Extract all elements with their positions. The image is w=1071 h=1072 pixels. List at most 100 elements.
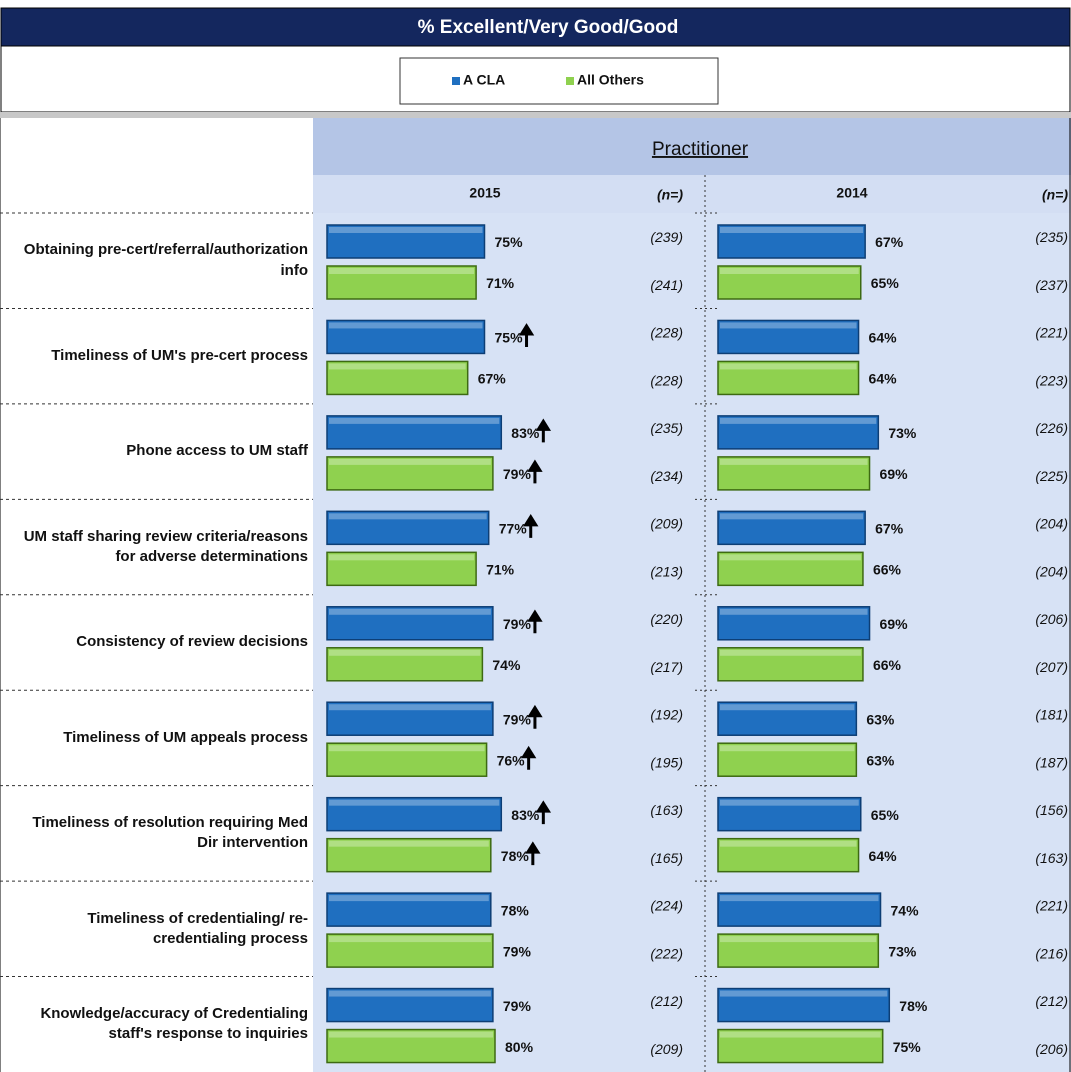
bar-highlight: [720, 268, 859, 274]
n-label: (206): [1035, 1041, 1068, 1057]
bar-highlight: [329, 704, 491, 711]
category-label: Timeliness of resolution requiring Med D…: [32, 814, 308, 852]
bar: [326, 647, 484, 682]
significance-arrow: [523, 514, 539, 538]
bar-highlight: [720, 322, 857, 329]
value-label: 65%: [871, 275, 900, 291]
value-label: 78%: [501, 902, 530, 918]
bar: [717, 415, 880, 450]
n-label: (204): [1035, 564, 1068, 580]
bar-highlight: [329, 745, 485, 752]
n-label: (163): [650, 802, 683, 818]
bar: [717, 224, 866, 259]
n-label: (235): [1035, 229, 1068, 245]
n-label: (234): [650, 468, 683, 484]
n-label: (221): [1035, 325, 1068, 341]
bar-highlight: [720, 895, 879, 902]
bar-highlight: [329, 268, 475, 274]
value-label: 75%: [495, 330, 524, 346]
year-label: 2015: [469, 185, 500, 201]
bar: [326, 796, 503, 832]
n-label: (204): [1035, 516, 1068, 532]
n-label: (192): [650, 706, 683, 722]
value-label: 79%: [503, 711, 532, 727]
category-cell: Timeliness of resolution requiring Med D…: [32, 814, 308, 852]
value-label: 74%: [492, 657, 521, 673]
separator: [0, 112, 1071, 118]
bar-highlight: [329, 322, 483, 329]
significance-arrow: [518, 323, 535, 347]
value-label: 63%: [866, 752, 895, 768]
significance-arrow: [527, 704, 543, 729]
category-label: Timeliness of UM's pre-cert process: [51, 347, 308, 365]
year-header: [313, 175, 1071, 213]
bar-highlight: [720, 990, 888, 997]
bar-highlight: [329, 799, 500, 806]
n-label: (224): [650, 897, 683, 913]
bar-highlight: [720, 417, 877, 424]
bar: [717, 892, 882, 927]
bar: [717, 987, 891, 1023]
category-cell: Knowledge/accuracy of Credentialing staf…: [40, 1005, 308, 1042]
bar: [717, 1028, 884, 1064]
bar: [717, 933, 880, 968]
bar: [326, 360, 469, 396]
significance-arrow: [525, 841, 541, 866]
category-cell: Obtaining pre-cert/referral/authorizatio…: [24, 241, 308, 278]
n-label: (239): [650, 229, 683, 245]
legend-box: [399, 57, 719, 105]
bar: [717, 701, 858, 736]
bar-highlight: [720, 799, 859, 806]
n-label: (163): [1035, 850, 1068, 866]
n-label: (228): [650, 373, 683, 389]
legend-swatch: [452, 77, 460, 85]
bar-highlight: [329, 554, 475, 561]
bar-highlight: [720, 840, 857, 847]
category-cell: Phone access to UM staff: [126, 442, 308, 459]
bar: [326, 742, 488, 777]
bar-highlight: [720, 227, 864, 233]
value-label: 78%: [501, 848, 530, 864]
n-label: (181): [1035, 706, 1068, 722]
bar: [717, 319, 860, 355]
bar: [326, 319, 486, 355]
bar: [717, 265, 862, 300]
value-label: 78%: [899, 998, 928, 1014]
value-label: 71%: [486, 562, 515, 578]
value-label: 75%: [893, 1039, 922, 1055]
n-header: (n=): [1042, 187, 1068, 203]
n-label: (235): [650, 420, 683, 436]
n-label: (195): [650, 754, 683, 770]
category-label: Consistency of review decisions: [76, 633, 308, 651]
significance-arrow: [527, 609, 543, 634]
bar-highlight: [720, 745, 855, 752]
value-label: 77%: [499, 521, 528, 537]
bar-highlight: [329, 513, 487, 520]
n-label: (212): [1035, 993, 1068, 1009]
n-label: (156): [1035, 802, 1068, 818]
bar-highlight: [720, 936, 877, 943]
bar: [326, 837, 492, 873]
bar: [717, 837, 860, 873]
bar-highlight: [720, 554, 861, 561]
n-label: (237): [1035, 277, 1068, 293]
significance-arrow: [535, 418, 552, 443]
n-label: (225): [1035, 468, 1068, 484]
bar-highlight: [720, 649, 861, 656]
bar: [717, 360, 860, 396]
bar: [717, 796, 862, 832]
n-label: (213): [650, 564, 683, 580]
category-cell: Timeliness of UM appeals process: [63, 728, 308, 746]
n-label: (212): [650, 993, 683, 1009]
value-label: 67%: [875, 521, 904, 537]
bar: [326, 933, 494, 968]
value-label: 69%: [880, 616, 909, 632]
bar-highlight: [720, 704, 855, 711]
legend-label: A CLA: [463, 72, 505, 88]
title-bar: [0, 7, 1071, 47]
n-label: (206): [1035, 611, 1068, 627]
bar-highlight: [329, 458, 491, 465]
category-label: Timeliness of UM appeals process: [63, 728, 308, 746]
bar-highlight: [329, 840, 489, 847]
